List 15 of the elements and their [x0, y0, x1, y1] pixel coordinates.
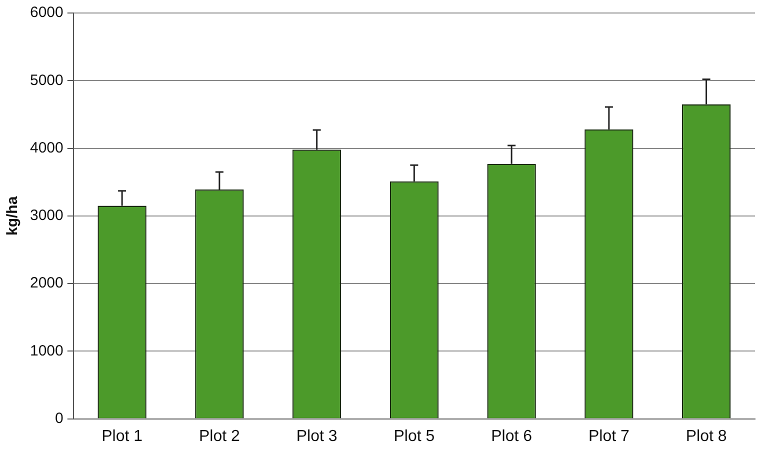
x-tick-label: Plot 6	[491, 428, 532, 445]
x-tick-label: Plot 1	[102, 428, 143, 445]
y-tick-label: 1000	[30, 342, 64, 360]
y-tick-label: 3000	[30, 207, 64, 224]
y-tick-label: 4000	[30, 139, 64, 156]
y-tick-label: 5000	[30, 72, 64, 89]
x-tick-label: Plot 7	[588, 428, 630, 445]
y-tick-label: 6000	[30, 4, 64, 22]
y-tick-label: 2000	[30, 274, 64, 292]
y-axis-title: kg/ha	[4, 196, 22, 236]
x-tick-label: Plot 8	[686, 428, 727, 445]
x-tick-label: Plot 2	[198, 428, 240, 445]
x-tick-label: Plot 3	[296, 428, 338, 445]
y-tick-label: 0	[55, 410, 64, 427]
x-tick-label: Plot 5	[394, 428, 435, 445]
